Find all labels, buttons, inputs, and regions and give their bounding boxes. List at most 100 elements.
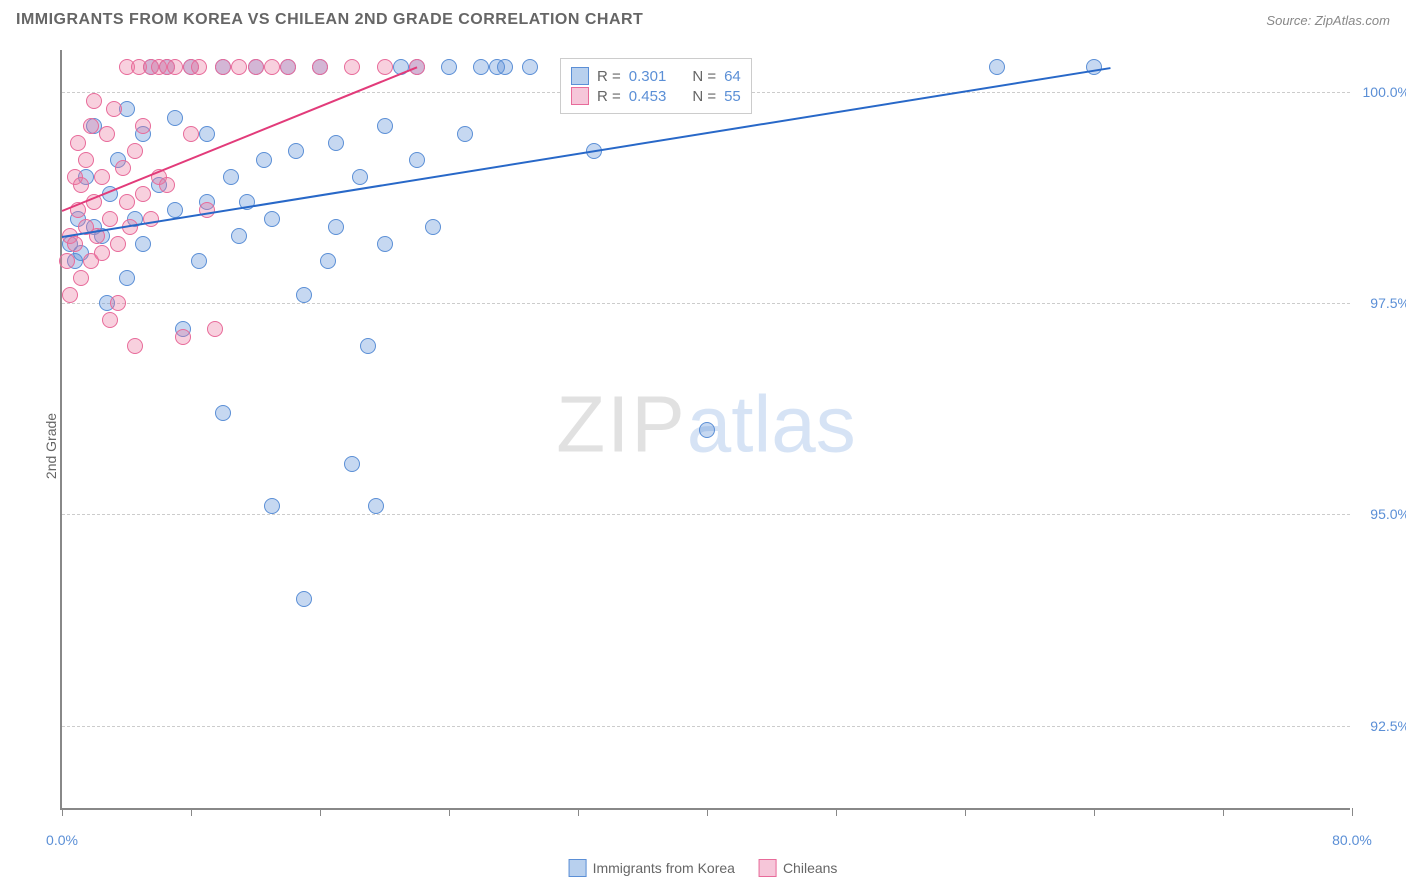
scatter-point bbox=[409, 152, 425, 168]
x-tick bbox=[965, 808, 966, 816]
gridline bbox=[62, 514, 1350, 515]
series-swatch-icon bbox=[571, 67, 589, 85]
scatter-point bbox=[115, 160, 131, 176]
legend-item-chileans: Chileans bbox=[759, 859, 837, 877]
scatter-point bbox=[377, 236, 393, 252]
scatter-point bbox=[215, 59, 231, 75]
scatter-point bbox=[377, 118, 393, 134]
chart-title: IMMIGRANTS FROM KOREA VS CHILEAN 2ND GRA… bbox=[16, 11, 643, 29]
scatter-point bbox=[231, 59, 247, 75]
x-tick bbox=[1094, 808, 1095, 816]
scatter-point bbox=[106, 101, 122, 117]
stats-row: R =0.453N =55 bbox=[571, 87, 741, 105]
legend-label: Chileans bbox=[783, 860, 837, 876]
stat-n-label: N = bbox=[692, 88, 716, 105]
scatter-point bbox=[59, 253, 75, 269]
y-axis-label: 2nd Grade bbox=[43, 413, 59, 479]
y-tick-label: 92.5% bbox=[1355, 718, 1406, 734]
source-attribution: Source: ZipAtlas.com bbox=[1266, 13, 1390, 28]
scatter-point bbox=[352, 169, 368, 185]
legend-label: Immigrants from Korea bbox=[593, 860, 735, 876]
x-tick bbox=[191, 808, 192, 816]
scatter-point bbox=[73, 177, 89, 193]
scatter-point bbox=[264, 59, 280, 75]
scatter-point bbox=[231, 228, 247, 244]
x-tick bbox=[1223, 808, 1224, 816]
legend-swatch-icon bbox=[759, 859, 777, 877]
scatter-point bbox=[296, 591, 312, 607]
scatter-point bbox=[135, 236, 151, 252]
scatter-point bbox=[457, 126, 473, 142]
scatter-point bbox=[94, 245, 110, 261]
gridline bbox=[62, 726, 1350, 727]
scatter-point bbox=[110, 295, 126, 311]
scatter-point bbox=[320, 253, 336, 269]
scatter-point bbox=[191, 253, 207, 269]
x-tick bbox=[707, 808, 708, 816]
scatter-point bbox=[264, 211, 280, 227]
scatter-point bbox=[280, 59, 296, 75]
x-tick bbox=[1352, 808, 1353, 816]
scatter-point bbox=[328, 219, 344, 235]
scatter-point bbox=[522, 59, 538, 75]
scatter-point bbox=[441, 59, 457, 75]
bottom-legend: Immigrants from Korea Chileans bbox=[569, 859, 838, 877]
scatter-point bbox=[73, 270, 89, 286]
x-tick bbox=[578, 808, 579, 816]
stat-n-value: 55 bbox=[724, 88, 741, 105]
scatter-point bbox=[167, 59, 183, 75]
x-tick bbox=[836, 808, 837, 816]
x-tick bbox=[449, 808, 450, 816]
scatter-point bbox=[425, 219, 441, 235]
scatter-point bbox=[215, 405, 231, 421]
scatter-point bbox=[102, 211, 118, 227]
chart-container: IMMIGRANTS FROM KOREA VS CHILEAN 2ND GRA… bbox=[0, 0, 1406, 892]
trend-line bbox=[62, 67, 417, 212]
scatter-point bbox=[183, 126, 199, 142]
scatter-point bbox=[328, 135, 344, 151]
scatter-point bbox=[167, 110, 183, 126]
scatter-point bbox=[207, 321, 223, 337]
scatter-point bbox=[497, 59, 513, 75]
stat-r-value: 0.301 bbox=[629, 68, 667, 85]
stats-row: R = 0.301 N = 64 bbox=[571, 67, 741, 85]
scatter-point bbox=[256, 152, 272, 168]
x-tick bbox=[320, 808, 321, 816]
scatter-point bbox=[102, 312, 118, 328]
scatter-point bbox=[127, 338, 143, 354]
stats-legend-box: R =0.301N =64R =0.453N =55 bbox=[560, 58, 752, 114]
stat-r-label: R = bbox=[597, 68, 621, 85]
stat-n-label: N = bbox=[692, 68, 716, 85]
scatter-point bbox=[175, 329, 191, 345]
scatter-point bbox=[377, 59, 393, 75]
scatter-point bbox=[989, 59, 1005, 75]
scatter-point bbox=[248, 59, 264, 75]
scatter-point bbox=[344, 456, 360, 472]
scatter-point bbox=[223, 169, 239, 185]
scatter-point bbox=[62, 287, 78, 303]
scatter-point bbox=[110, 236, 126, 252]
scatter-point bbox=[86, 93, 102, 109]
source-value: ZipAtlas.com bbox=[1315, 13, 1390, 28]
scatter-point bbox=[99, 126, 115, 142]
stat-n-value: 64 bbox=[724, 68, 741, 85]
scatter-point bbox=[296, 287, 312, 303]
scatter-point bbox=[119, 194, 135, 210]
scatter-point bbox=[135, 186, 151, 202]
scatter-point bbox=[360, 338, 376, 354]
scatter-point bbox=[67, 236, 83, 252]
x-tick bbox=[62, 808, 63, 816]
scatter-point bbox=[473, 59, 489, 75]
y-tick-label: 100.0% bbox=[1355, 84, 1406, 100]
scatter-point bbox=[264, 498, 280, 514]
scatter-point bbox=[127, 143, 143, 159]
x-tick-label: 80.0% bbox=[1332, 832, 1372, 848]
scatter-point bbox=[119, 270, 135, 286]
scatter-point bbox=[191, 59, 207, 75]
scatter-point bbox=[312, 59, 328, 75]
scatter-point bbox=[94, 169, 110, 185]
y-tick-label: 97.5% bbox=[1355, 295, 1406, 311]
scatter-point bbox=[288, 143, 304, 159]
title-bar: IMMIGRANTS FROM KOREA VS CHILEAN 2ND GRA… bbox=[0, 0, 1406, 40]
scatter-point bbox=[135, 118, 151, 134]
